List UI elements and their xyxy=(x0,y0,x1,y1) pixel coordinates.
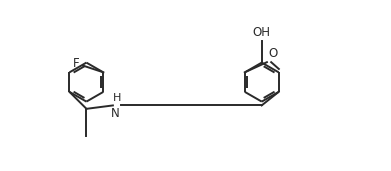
Text: N: N xyxy=(111,107,120,120)
Text: O: O xyxy=(269,48,278,61)
Text: OH: OH xyxy=(253,26,271,39)
Text: F: F xyxy=(73,57,79,70)
Text: H: H xyxy=(113,93,121,103)
